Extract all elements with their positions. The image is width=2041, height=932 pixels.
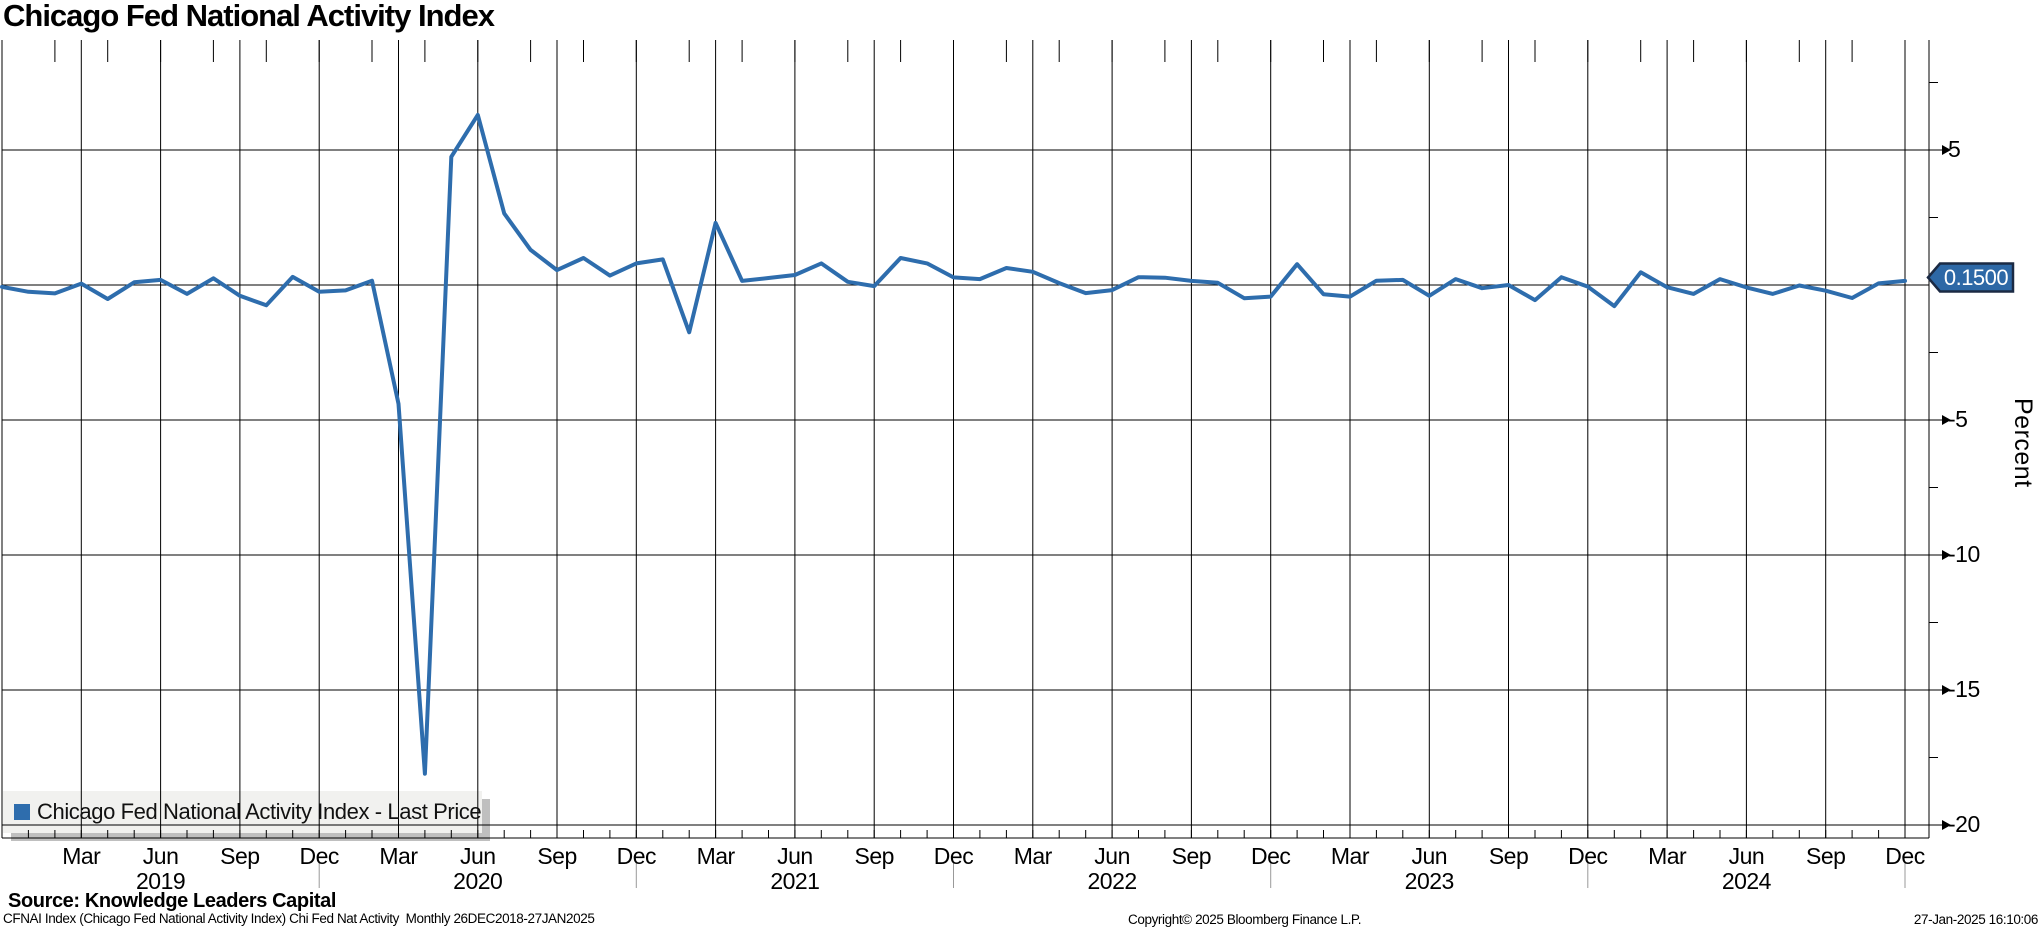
chart-title: Chicago Fed National Activity Index (3, 0, 495, 33)
x-axis-tick-label: Sep (220, 843, 260, 869)
x-axis-tick-label: Mar (1330, 843, 1370, 869)
y-axis-tick-label: -10 (1948, 541, 1980, 567)
x-axis-tick-label: Jun (1728, 843, 1765, 869)
x-axis-tick-label: Jun (777, 843, 813, 869)
footer-description: CFNAI Index (Chicago Fed National Activi… (3, 911, 595, 926)
x-axis-tick-label: Dec (616, 843, 657, 869)
source-line: Source: Knowledge Leaders Capital (8, 890, 336, 912)
last-price-badge: 0.1500 (1943, 265, 2009, 290)
x-axis-tick-label: Sep (1488, 843, 1529, 869)
x-axis-tick-label: Mar (62, 843, 101, 869)
x-axis-tick-label: Jun (459, 843, 496, 869)
x-axis-tick-label: Dec (933, 843, 974, 869)
y-axis-tick-label: -20 (1948, 811, 1980, 837)
x-axis-tick-label: Sep (1171, 843, 1212, 869)
x-axis-tick-label: Dec (1885, 843, 1925, 869)
legend: Chicago Fed National Activity Index - La… (14, 799, 482, 824)
y-axis-tick-label: 5 (1948, 136, 1961, 162)
x-axis-tick-label: Mar (379, 843, 418, 869)
x-axis-year-label: 2020 (453, 868, 503, 894)
x-axis-tick-label: Mar (1648, 843, 1687, 869)
x-axis-tick-label: Dec (299, 843, 339, 869)
x-axis-tick-label: Jun (142, 843, 179, 869)
x-axis-tick-label: Mar (1013, 843, 1053, 869)
legend-swatch-icon (14, 804, 30, 820)
x-axis-year-label: 2019 (135, 868, 186, 894)
x-axis-tick-label: Mar (696, 843, 736, 869)
x-axis-tick-label: Jun (1411, 843, 1448, 869)
footer-copyright: Copyright© 2025 Bloomberg Finance L.P. (1128, 912, 1362, 927)
legend-label: Chicago Fed National Activity Index - La… (37, 799, 482, 824)
x-axis-tick-label: Dec (1250, 843, 1291, 869)
y-axis-title: Percent (2009, 398, 2037, 488)
x-axis-tick-label: Sep (1805, 843, 1846, 869)
x-axis-year-label: 2021 (770, 868, 820, 894)
x-axis-tick-label: Sep (537, 843, 577, 869)
y-axis-tick-label: -5 (1948, 406, 1968, 432)
footer-timestamp: 27-Jan-2025 16:10:06 (1913, 912, 2039, 927)
x-axis-tick-label: Dec (1568, 843, 1608, 869)
x-axis-tick-label: Sep (854, 843, 894, 869)
x-axis-year-label: 2023 (1404, 868, 1455, 894)
x-axis-tick-label: Jun (1094, 843, 1130, 869)
x-axis-year-label: 2024 (1721, 868, 1772, 894)
x-axis-year-label: 2022 (1087, 868, 1137, 894)
y-axis-tick-label: -15 (1948, 676, 1980, 702)
